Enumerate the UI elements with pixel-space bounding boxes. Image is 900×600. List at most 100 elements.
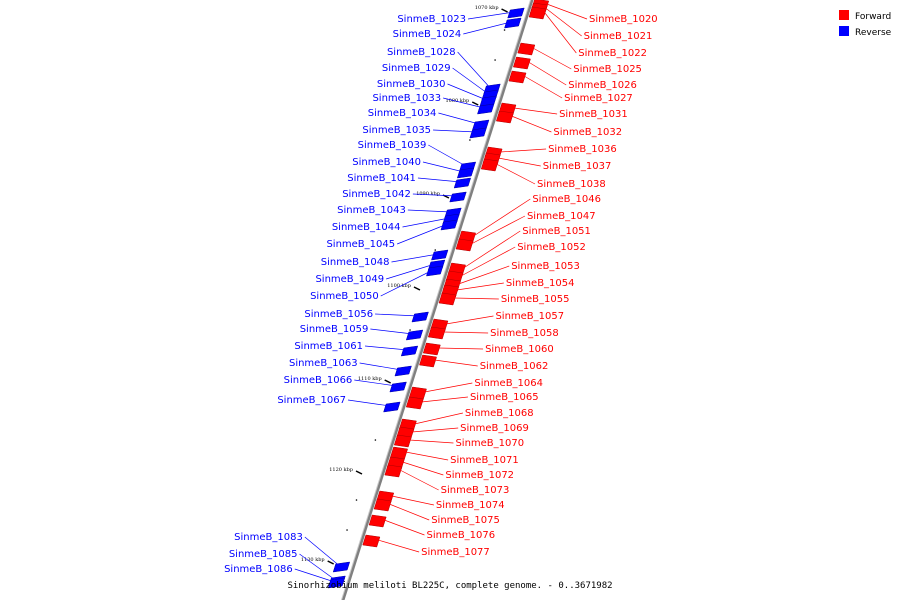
reverse-gene-label: SinmeB_1086 bbox=[224, 564, 293, 575]
reverse-gene-block bbox=[332, 561, 351, 573]
reverse-gene-label: SinmeB_1048 bbox=[321, 257, 390, 268]
reverse-label-leader bbox=[412, 193, 457, 197]
forward-gene-label: SinmeB_1020 bbox=[589, 14, 658, 25]
forward-gene-label: SinmeB_1025 bbox=[573, 64, 642, 75]
reverse-gene-label: SinmeB_1042 bbox=[342, 189, 411, 200]
forward-gene-label: SinmeB_1046 bbox=[532, 194, 601, 205]
forward-label-leader bbox=[411, 427, 459, 433]
reverse-label-leader bbox=[417, 177, 461, 183]
reverse-gene-label: SinmeB_1049 bbox=[315, 274, 384, 285]
forward-label-leader bbox=[391, 495, 434, 506]
reverse-gene-block bbox=[453, 177, 472, 189]
reverse-label-leader bbox=[407, 209, 452, 213]
forward-label-leader bbox=[409, 439, 454, 444]
forward-label-leader bbox=[463, 230, 521, 269]
reverse-gene-block bbox=[431, 249, 449, 261]
forward-label-leader bbox=[456, 282, 504, 291]
reverse-label-leader bbox=[354, 379, 397, 387]
tick-label: 1130 kbp bbox=[301, 557, 325, 563]
reverse-gene-block bbox=[394, 365, 412, 377]
reverse-gene-label: SinmeB_1056 bbox=[304, 309, 373, 320]
reverse-label-leader bbox=[380, 269, 434, 297]
forward-gene-label: SinmeB_1055 bbox=[501, 294, 570, 305]
backbone-line bbox=[341, 0, 534, 600]
genome-caption: Sinorhizobium meliloti BL225C, complete … bbox=[287, 581, 612, 591]
forward-gene-label: SinmeB_1076 bbox=[426, 530, 495, 541]
tick-mark bbox=[501, 8, 508, 13]
minor-tick bbox=[374, 439, 377, 441]
reverse-gene-label: SinmeB_1085 bbox=[229, 549, 298, 560]
forward-label-leader bbox=[528, 61, 567, 86]
reverse-label-leader bbox=[364, 345, 408, 351]
forward-gene-label: SinmeB_1027 bbox=[564, 93, 633, 104]
reverse-label-leader bbox=[443, 97, 485, 109]
reverse-label-leader bbox=[299, 553, 336, 581]
reverse-gene-label: SinmeB_1045 bbox=[326, 239, 395, 250]
tick-mark bbox=[327, 560, 334, 565]
reverse-label-leader bbox=[370, 328, 413, 335]
forward-gene-label: SinmeB_1072 bbox=[445, 470, 514, 481]
forward-gene-label: SinmeB_1021 bbox=[584, 31, 653, 42]
forward-gene-label: SinmeB_1036 bbox=[548, 144, 617, 155]
forward-gene-block bbox=[384, 464, 403, 478]
forward-gene-block bbox=[480, 158, 499, 172]
reverse-label-leader bbox=[294, 568, 335, 583]
forward-gene-block bbox=[508, 70, 527, 84]
reverse-label-leader bbox=[433, 129, 477, 133]
legend: Forward Reverse bbox=[839, 10, 892, 38]
reverse-gene-label: SinmeB_1043 bbox=[337, 205, 406, 216]
reverse-label-leader bbox=[359, 362, 402, 371]
forward-gene-block bbox=[422, 342, 441, 356]
reverse-gene-block bbox=[440, 219, 458, 231]
forward-gene-label: SinmeB_1074 bbox=[436, 500, 505, 511]
tick-label: 1090 kbp bbox=[416, 191, 440, 197]
reverse-gene-label: SinmeB_1028 bbox=[387, 47, 456, 58]
reverse-gene-label: SinmeB_1083 bbox=[234, 532, 303, 543]
legend-label-reverse: Reverse bbox=[855, 28, 892, 38]
forward-gene-label: SinmeB_1037 bbox=[543, 161, 612, 172]
forward-label-leader bbox=[405, 451, 449, 461]
tick-label: 1070 kbp bbox=[475, 5, 499, 11]
forward-label-leader bbox=[532, 47, 572, 70]
forward-label-leader bbox=[523, 75, 563, 99]
forward-gene-label: SinmeB_1038 bbox=[537, 179, 606, 190]
minor-tick bbox=[469, 139, 471, 141]
minor-tick bbox=[409, 329, 411, 331]
forward-gene-block bbox=[455, 238, 474, 252]
forward-gene-block bbox=[405, 396, 424, 410]
forward-label-leader bbox=[434, 359, 478, 367]
tick-label: 1080 kbp bbox=[445, 98, 469, 104]
legend-swatch-reverse bbox=[839, 26, 849, 36]
reverse-gene-block bbox=[389, 381, 407, 393]
reverse-gene-block bbox=[477, 103, 495, 115]
forward-label-leader bbox=[470, 215, 526, 245]
reverse-label-leader bbox=[397, 223, 448, 245]
forward-gene-label: SinmeB_1052 bbox=[517, 242, 586, 253]
reverse-gene-block bbox=[469, 127, 487, 139]
forward-gene-label: SinmeB_1057 bbox=[495, 311, 564, 322]
forward-gene-label: SinmeB_1065 bbox=[470, 392, 539, 403]
reverse-label-leader bbox=[452, 67, 489, 95]
forward-label-leader bbox=[500, 148, 547, 153]
reverse-gene-label: SinmeB_1040 bbox=[352, 157, 421, 168]
forward-gene-label: SinmeB_1022 bbox=[578, 48, 647, 59]
forward-label-leader bbox=[473, 198, 531, 237]
forward-label-leader bbox=[545, 7, 582, 37]
forward-gene-label: SinmeB_1064 bbox=[474, 378, 543, 389]
reverse-gene-block bbox=[456, 167, 475, 179]
forward-gene-label: SinmeB_1032 bbox=[553, 127, 622, 138]
forward-gene-block bbox=[438, 292, 457, 306]
reverse-gene-block bbox=[507, 7, 525, 19]
reverse-gene-block bbox=[400, 345, 419, 357]
reverse-gene-label: SinmeB_1035 bbox=[362, 125, 431, 136]
reverse-label-leader bbox=[438, 112, 480, 125]
legend-swatch-forward bbox=[839, 10, 849, 20]
reverse-gene-label: SinmeB_1061 bbox=[294, 341, 363, 352]
forward-gene-label: SinmeB_1053 bbox=[511, 261, 580, 272]
forward-label-leader bbox=[543, 11, 577, 54]
forward-gene-label: SinmeB_1075 bbox=[431, 515, 500, 526]
forward-label-leader bbox=[414, 412, 463, 425]
minor-tick bbox=[434, 249, 437, 251]
reverse-gene-label: SinmeB_1039 bbox=[358, 140, 427, 151]
minor-tick bbox=[346, 529, 348, 531]
